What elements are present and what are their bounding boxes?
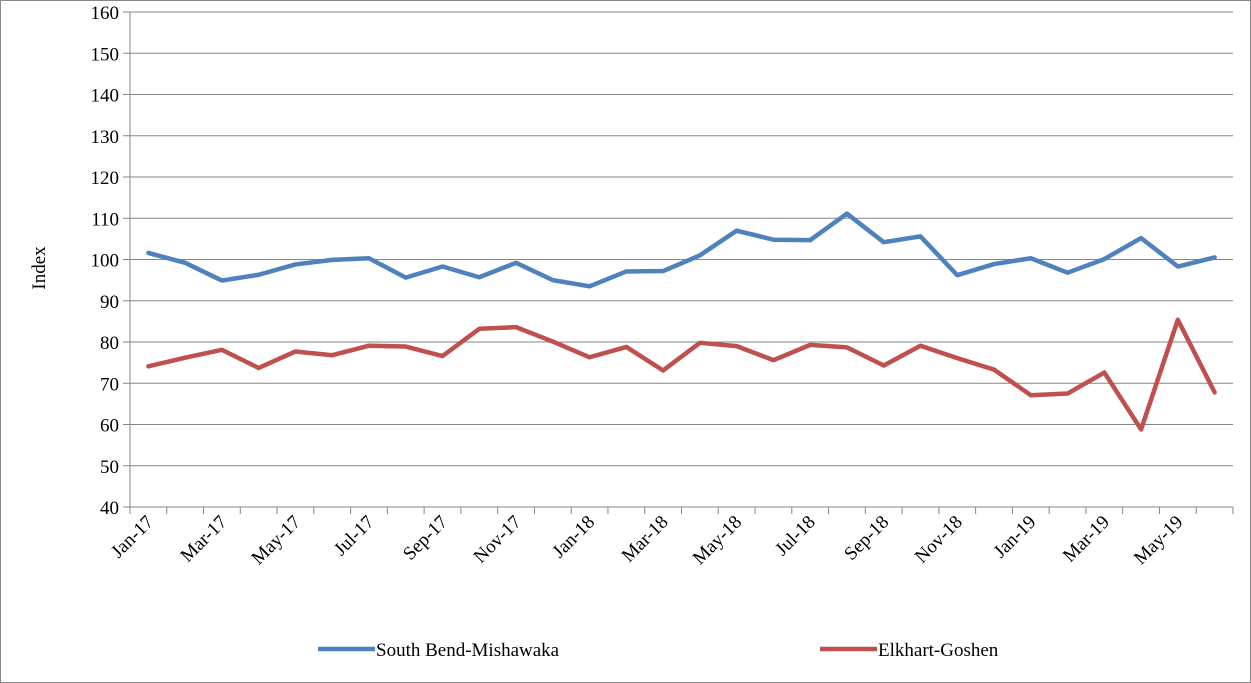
x-tick-label-Jul-18: Jul-18 [771,512,819,560]
x-tick-label-Mar-19: Mar-19 [1059,512,1114,567]
y-tick-label-70: 70 [100,374,119,395]
y-tick-label-160: 160 [91,3,120,24]
y-tick-label-50: 50 [100,457,119,478]
x-tick-label-Sep-18: Sep-18 [840,512,893,565]
x-tick-label-Jul-17: Jul-17 [330,512,378,560]
y-tick-label-40: 40 [100,498,119,519]
y-tick-label-90: 90 [100,292,119,313]
legend-label-0: South Bend-Mishawaka [376,640,560,661]
legend: South Bend-Mishawaka Elkhart-Goshen [318,640,999,661]
axes [123,11,1234,514]
y-tick-label-140: 140 [91,86,120,107]
y-axis-tick-labels: 40 50 60 70 80 90 100 110 120 130 140 150 160 [91,3,120,519]
x-tick-label-May-17: May-17 [248,512,305,569]
x-tick-label-Mar-18: Mar-18 [618,512,673,567]
y-tick-label-120: 120 [91,168,120,189]
series-lines [146,211,1217,432]
x-tick-label-Nov-17: Nov-17 [470,512,526,568]
x-tick-label-Jan-17: Jan-17 [107,512,158,563]
legend-label-1: Elkhart-Goshen [878,640,999,661]
x-tick-label-Nov-18: Nov-18 [911,512,967,568]
x-tick-label-May-18: May-18 [689,512,746,569]
x-tick-label-May-19: May-19 [1130,512,1187,569]
y-tick-label-100: 100 [91,251,120,272]
y-tick-label-80: 80 [100,333,119,354]
x-tick-label-Jan-18: Jan-18 [548,512,599,563]
y-tick-label-150: 150 [91,44,120,65]
y-tick-label-110: 110 [91,209,119,230]
y-tick-label-60: 60 [100,416,119,437]
series-line-0 [146,211,1217,289]
series-line-1 [146,317,1217,432]
x-tick-label-Jan-19: Jan-19 [990,512,1041,563]
x-axis-tick-labels: Jan-17 Mar-17 May-17 Jul-17 Sep-17 Nov-17 Jan-… [107,512,1187,569]
x-tick-label-Mar-17: Mar-17 [177,512,232,567]
gridlines [130,11,1233,467]
x-tick-label-Sep-17: Sep-17 [399,512,452,565]
y-tick-label-130: 130 [91,127,120,148]
y-axis-title: Index [29,246,50,290]
